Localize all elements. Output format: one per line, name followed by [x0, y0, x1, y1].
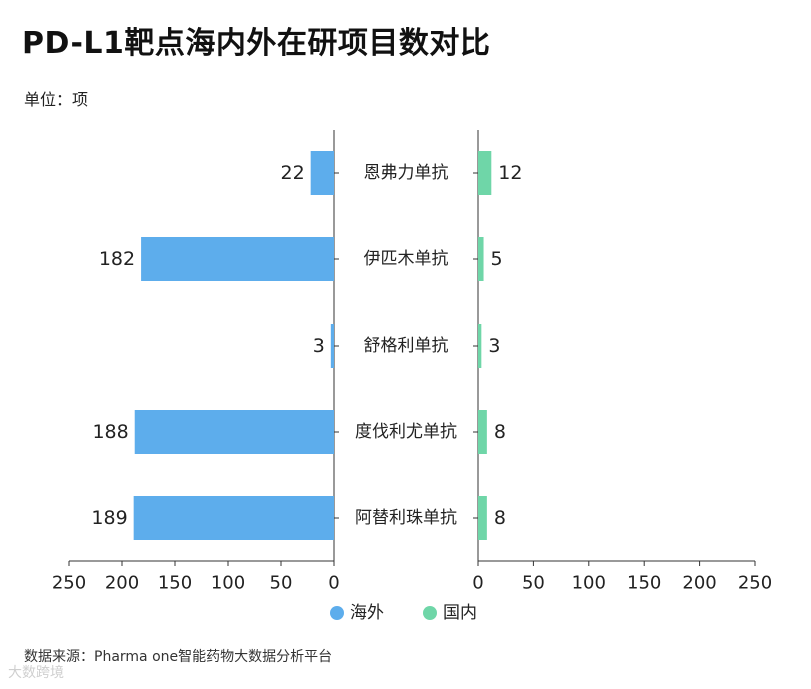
bar-domestic [478, 237, 484, 281]
x-tick-label: 250 [738, 573, 772, 594]
legend-label-overseas: 海外 [350, 603, 384, 623]
bar-domestic [478, 324, 482, 368]
category-label: 度伐利尤单抗 [355, 422, 457, 442]
data-label-overseas: 22 [280, 162, 304, 184]
category-label: 阿替利珠单抗 [355, 508, 457, 528]
bar-domestic [478, 496, 487, 540]
x-tick-label: 150 [158, 573, 192, 594]
data-label-overseas: 182 [99, 248, 135, 270]
data-label-domestic: 8 [494, 507, 506, 529]
x-tick-label: 100 [211, 573, 245, 594]
x-tick-label: 200 [105, 573, 139, 594]
legend-label-domestic: 国内 [443, 603, 477, 623]
bar-overseas [134, 410, 334, 454]
data-label-overseas: 189 [91, 507, 127, 529]
category-label: 恩弗力单抗 [364, 163, 449, 183]
watermark-text: 大数跨境 [8, 665, 64, 681]
bar-overseas [330, 324, 334, 368]
x-tick-label: 150 [627, 573, 661, 594]
data-source-note: 数据来源：Pharma one智能药物大数据分析平台 [24, 649, 333, 665]
bar-domestic [478, 151, 492, 195]
data-label-domestic: 3 [488, 335, 500, 357]
legend-swatch-domestic [423, 606, 437, 620]
x-tick-label: 200 [682, 573, 716, 594]
bar-overseas [133, 496, 334, 540]
data-label-domestic: 5 [491, 248, 503, 270]
bar-overseas [310, 151, 334, 195]
x-tick-label: 100 [572, 573, 606, 594]
data-label-domestic: 8 [494, 421, 506, 443]
x-tick-label: 50 [522, 573, 545, 594]
unit-label: 单位：项 [24, 90, 89, 109]
category-label: 伊匹木单抗 [364, 249, 449, 269]
data-label-domestic: 12 [498, 162, 522, 184]
x-tick-label: 250 [52, 573, 86, 594]
category-label: 舒格利单抗 [364, 336, 449, 356]
x-tick-label: 50 [270, 573, 293, 594]
bar-overseas [141, 237, 334, 281]
x-tick-label: 0 [472, 573, 483, 594]
chart-title: PD-L1靶点海内外在研项目数对比 [22, 26, 491, 61]
x-tick-label: 0 [328, 573, 339, 594]
legend-swatch-overseas [330, 606, 344, 620]
data-label-overseas: 3 [313, 335, 325, 357]
bar-domestic [478, 410, 487, 454]
data-label-overseas: 188 [92, 421, 128, 443]
